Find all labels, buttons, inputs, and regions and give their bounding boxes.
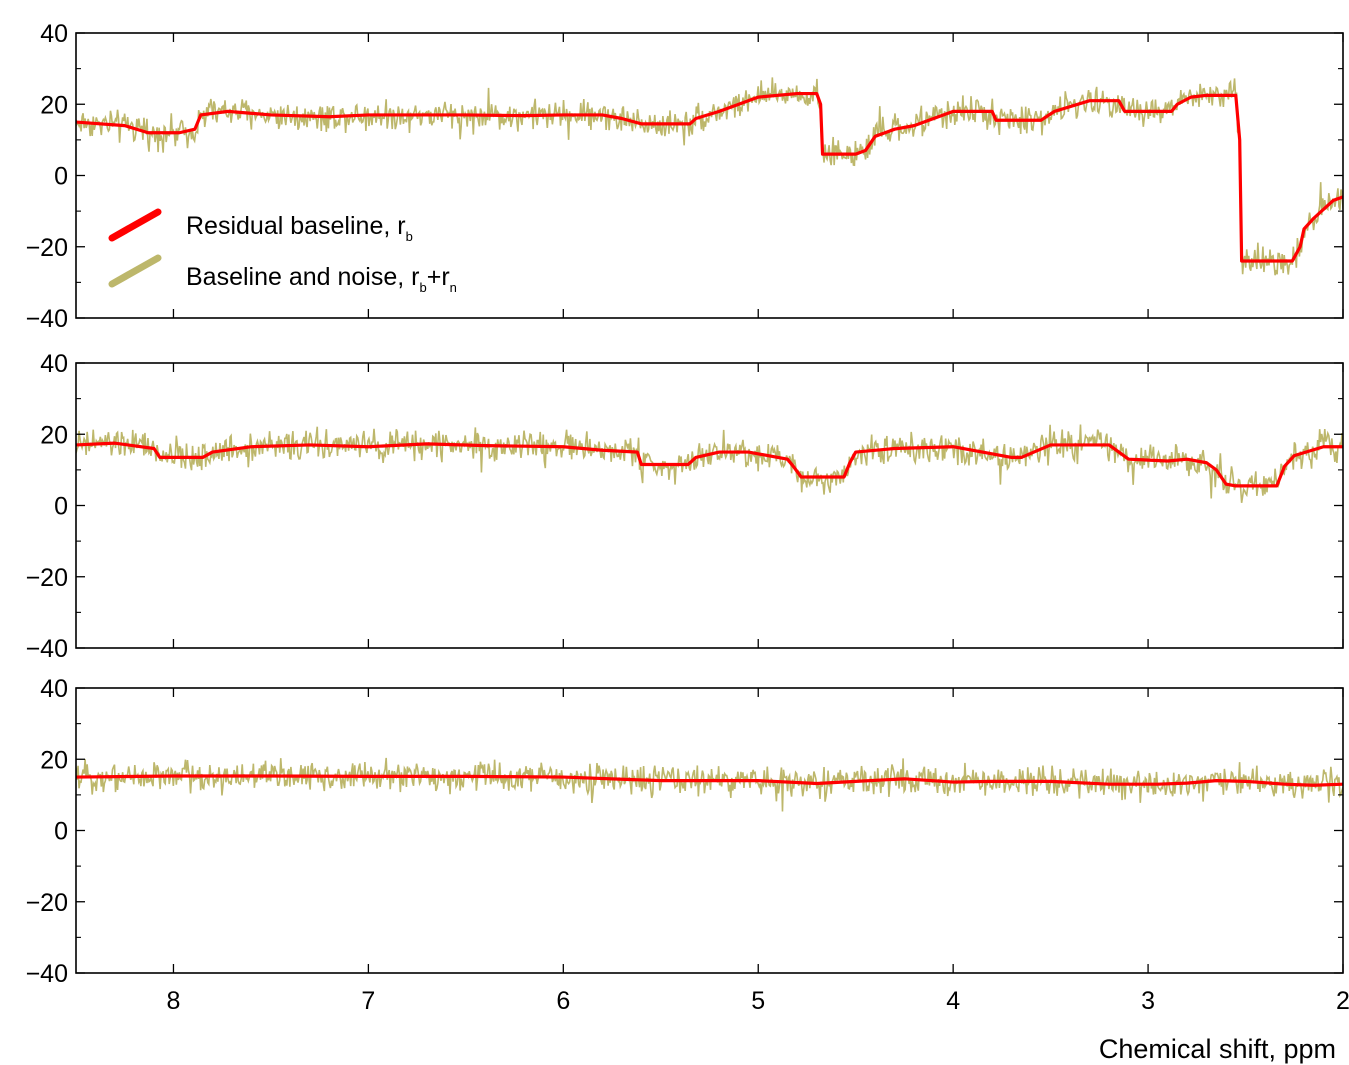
legend-swatch-residual-baseline [108,208,162,242]
panel-bottom: −40 −20 0 20 40 8 7 6 5 4 3 2 [26,675,1349,1015]
legend: Residual baseline, rb Baseline and noise… [108,208,457,295]
legend-swatch-baseline-and-noise [108,254,162,288]
x-tick-label: 6 [556,987,570,1015]
y-tick-label-middle: −20 [26,564,68,592]
y-tick-label-bottom: 40 [40,675,68,703]
y-tick-label-top: 40 [40,20,68,48]
x-tick-label: 8 [167,987,181,1015]
plot-frame-bottom [75,687,1344,974]
y-tick-label-bottom: −20 [26,889,68,917]
x-tick-label: 3 [1141,987,1155,1015]
plot-area-middle [76,424,1343,503]
y-tick-label-middle: 20 [40,421,68,449]
series-residual-baseline-bottom [76,774,1343,787]
y-tick-label-middle: 40 [40,350,68,378]
x-tick-label: 4 [946,987,960,1015]
plot-area-bottom [76,757,1343,812]
y-tick-label-middle: −40 [26,635,68,663]
series-baseline-and-noise-top [76,77,1343,276]
plot-area-top [76,77,1343,276]
y-tick-label-top: −20 [26,234,68,262]
panel-middle: −40 −20 0 20 40 [26,350,1344,663]
legend-label-residual-baseline: Residual baseline, rb [186,212,413,244]
y-tick-label-middle: 0 [54,493,68,521]
y-tick-label-bottom: 0 [54,818,68,846]
series-residual-baseline-top [76,91,1343,263]
series-baseline-and-noise-bottom [76,757,1343,812]
x-tick-label: 7 [361,987,375,1015]
y-tick-label-bottom: 20 [40,746,68,774]
x-tick-label: 5 [751,987,765,1015]
x-axis-label: Chemical shift, ppm [1099,1034,1336,1064]
panel-top: −40 −20 0 20 40 [26,20,1344,333]
y-tick-label-top: 20 [40,91,68,119]
y-tick-label-bottom: −40 [26,960,68,988]
legend-label-baseline-and-noise: Baseline and noise, rb+rn [186,263,457,295]
y-tick-label-top: −40 [26,305,68,333]
series-residual-baseline-middle [76,441,1343,488]
plot-frame-middle [75,362,1344,649]
series-baseline-and-noise-middle [76,424,1343,503]
x-tick-label: 2 [1336,987,1349,1015]
panels: −40 −20 0 20 40 −40 −20 0 20 40 −40 −20 0 20 40 8 7 6 5 4 3 2 [26,20,1349,1015]
y-tick-label-top: 0 [54,163,68,191]
